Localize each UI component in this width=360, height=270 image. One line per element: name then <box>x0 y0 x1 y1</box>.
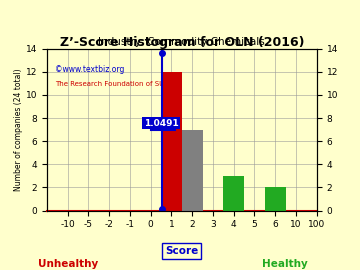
Title: Z’-Score Histogram for OLN (2016): Z’-Score Histogram for OLN (2016) <box>59 36 304 49</box>
Bar <box>223 176 244 211</box>
Text: ©www.textbiz.org: ©www.textbiz.org <box>55 65 124 74</box>
Bar <box>182 130 203 211</box>
Bar <box>265 187 285 211</box>
Text: Score: Score <box>165 246 198 256</box>
Bar <box>161 72 182 211</box>
Text: The Research Foundation of SUNY: The Research Foundation of SUNY <box>55 81 174 87</box>
Text: Industry: Commodity Chemicals: Industry: Commodity Chemicals <box>98 37 265 47</box>
Text: Healthy: Healthy <box>261 259 307 269</box>
Text: 1.0491: 1.0491 <box>144 119 179 128</box>
Y-axis label: Number of companies (24 total): Number of companies (24 total) <box>14 68 23 191</box>
Text: Unhealthy: Unhealthy <box>38 259 99 269</box>
